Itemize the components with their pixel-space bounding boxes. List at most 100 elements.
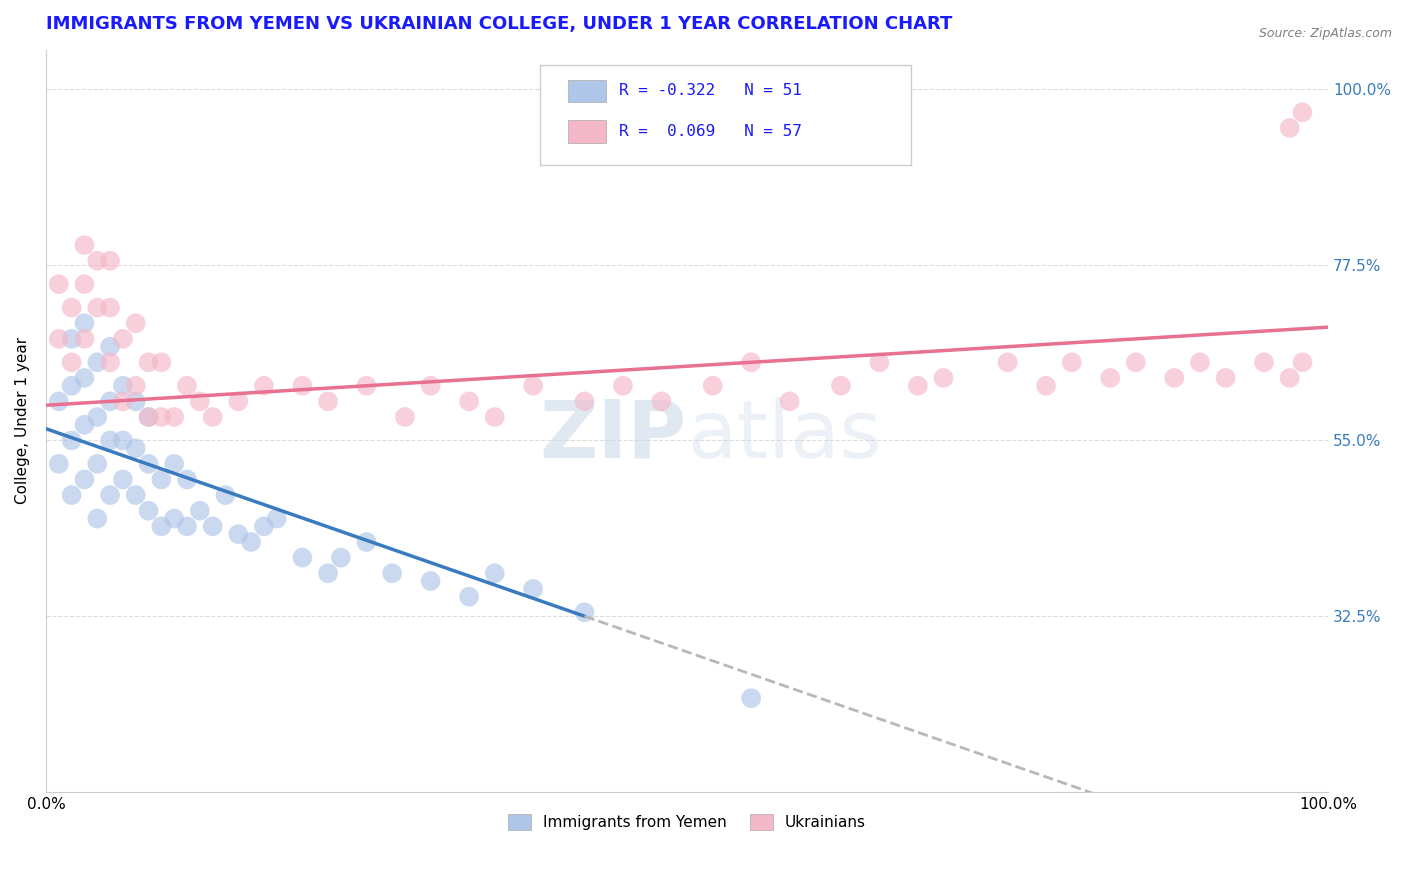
Text: ZIP: ZIP — [540, 397, 688, 475]
Point — [86, 253, 108, 268]
Point — [86, 511, 108, 525]
Point — [60, 355, 83, 369]
Point — [291, 550, 314, 565]
Point — [60, 378, 83, 392]
FancyBboxPatch shape — [540, 65, 911, 165]
Point — [98, 253, 121, 268]
Point — [73, 238, 96, 252]
Point — [997, 355, 1019, 369]
Point — [830, 378, 852, 392]
Point — [138, 355, 160, 369]
Text: R = -0.322   N = 51: R = -0.322 N = 51 — [619, 83, 801, 98]
Point — [1278, 371, 1301, 385]
Point — [702, 378, 724, 392]
Point — [458, 394, 481, 409]
Point — [1291, 355, 1313, 369]
Text: atlas: atlas — [688, 397, 882, 475]
Legend: Immigrants from Yemen, Ukrainians: Immigrants from Yemen, Ukrainians — [502, 808, 872, 837]
Point — [125, 378, 148, 392]
Point — [150, 355, 173, 369]
Point — [86, 355, 108, 369]
Point — [73, 473, 96, 487]
Point — [98, 434, 121, 448]
Point — [176, 519, 198, 533]
Point — [150, 473, 173, 487]
Point — [394, 409, 416, 424]
Point — [73, 277, 96, 292]
Point — [60, 434, 83, 448]
Point — [138, 504, 160, 518]
Point — [48, 332, 70, 346]
Point — [138, 457, 160, 471]
Point — [740, 355, 762, 369]
Point — [1253, 355, 1275, 369]
Point — [201, 409, 224, 424]
Point — [73, 417, 96, 432]
Point — [73, 332, 96, 346]
Point — [484, 409, 506, 424]
Point — [650, 394, 672, 409]
Point — [60, 301, 83, 315]
Point — [86, 409, 108, 424]
Point — [176, 378, 198, 392]
Point — [240, 535, 263, 549]
Point — [574, 394, 596, 409]
Point — [932, 371, 955, 385]
Text: Source: ZipAtlas.com: Source: ZipAtlas.com — [1258, 27, 1392, 40]
Point — [266, 511, 288, 525]
Point — [458, 590, 481, 604]
Bar — [568, 79, 606, 102]
Point — [150, 409, 173, 424]
Point — [188, 504, 211, 518]
Point — [48, 277, 70, 292]
Point — [316, 566, 339, 581]
Point — [150, 519, 173, 533]
Point — [111, 332, 134, 346]
Point — [779, 394, 801, 409]
Point — [111, 473, 134, 487]
Point — [522, 378, 544, 392]
Point — [1060, 355, 1083, 369]
Point — [1215, 371, 1237, 385]
Point — [214, 488, 236, 502]
Text: R =  0.069   N = 57: R = 0.069 N = 57 — [619, 124, 801, 139]
Point — [176, 473, 198, 487]
Point — [226, 527, 249, 541]
Point — [125, 488, 148, 502]
Point — [574, 605, 596, 619]
Point — [381, 566, 404, 581]
Bar — [568, 120, 606, 143]
Point — [316, 394, 339, 409]
Point — [1099, 371, 1122, 385]
Point — [125, 442, 148, 456]
Point — [1125, 355, 1147, 369]
Point — [163, 409, 186, 424]
Point — [73, 371, 96, 385]
Point — [1188, 355, 1211, 369]
Point — [329, 550, 352, 565]
Point — [73, 316, 96, 330]
Point — [48, 457, 70, 471]
Point — [201, 519, 224, 533]
Point — [125, 394, 148, 409]
Point — [1163, 371, 1185, 385]
Point — [226, 394, 249, 409]
Point — [484, 566, 506, 581]
Point — [1035, 378, 1057, 392]
Point — [48, 394, 70, 409]
Point — [1278, 120, 1301, 135]
Point — [188, 394, 211, 409]
Point — [291, 378, 314, 392]
Point — [907, 378, 929, 392]
Point — [522, 582, 544, 596]
Point — [98, 301, 121, 315]
Point — [163, 511, 186, 525]
Point — [86, 457, 108, 471]
Point — [111, 378, 134, 392]
Point — [740, 691, 762, 706]
Point — [98, 340, 121, 354]
Point — [612, 378, 634, 392]
Point — [419, 574, 441, 588]
Point — [111, 394, 134, 409]
Point — [356, 535, 378, 549]
